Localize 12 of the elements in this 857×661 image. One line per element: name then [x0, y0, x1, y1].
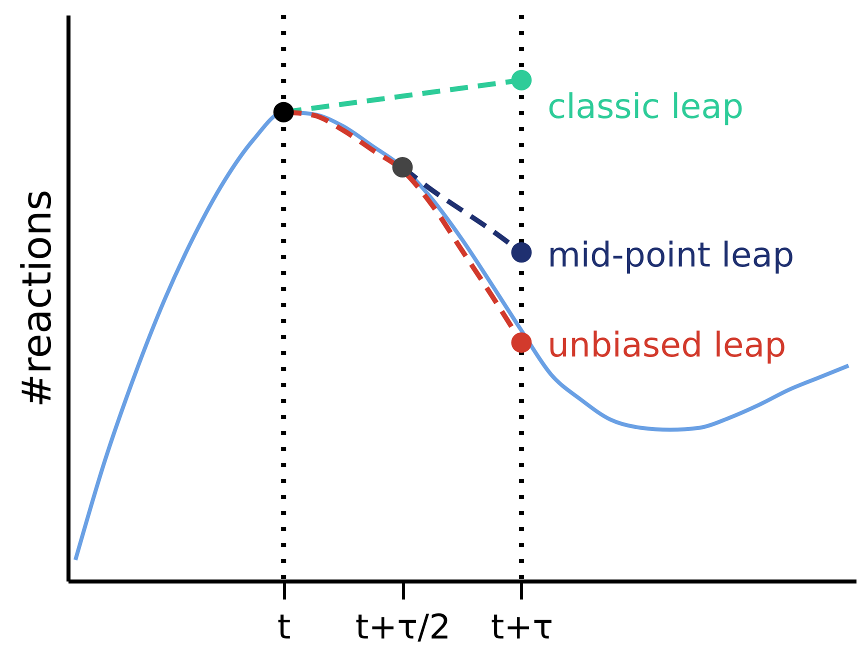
- x-tick-label: t: [277, 608, 291, 648]
- point: [392, 157, 413, 178]
- point: [511, 332, 532, 353]
- point: [511, 242, 532, 263]
- point: [511, 70, 532, 90]
- point: [273, 102, 294, 122]
- y-axis-title: #reactions: [14, 190, 60, 408]
- x-tick-label: t+τ: [490, 608, 554, 648]
- series-label: unbiased leap: [547, 326, 786, 366]
- x-tick-label: t+τ/2: [355, 608, 451, 648]
- series-label: mid-point leap: [547, 235, 794, 276]
- series-label: classic leap: [547, 87, 744, 128]
